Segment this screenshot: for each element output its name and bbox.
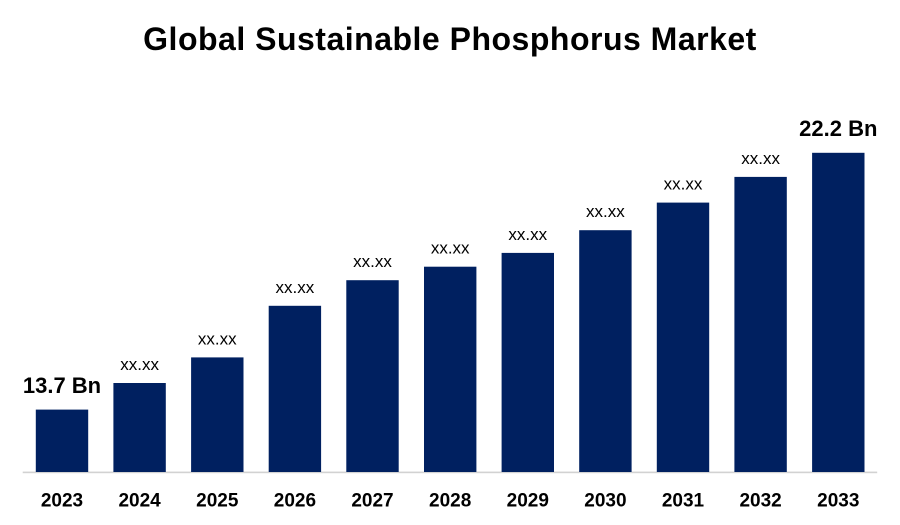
svg-text:xx.xx: xx.xx [353, 252, 392, 271]
svg-text:xx.xx: xx.xx [276, 278, 315, 297]
svg-text:Global Sustainable Phosphorus: Global Sustainable Phosphorus Market [143, 21, 757, 57]
svg-text:2032: 2032 [739, 491, 781, 512]
svg-text:2029: 2029 [507, 491, 549, 512]
svg-text:2028: 2028 [429, 491, 471, 512]
svg-text:xx.xx: xx.xx [586, 202, 625, 221]
svg-text:xx.xx: xx.xx [431, 239, 470, 258]
svg-text:xx.xx: xx.xx [508, 225, 547, 244]
svg-text:2023: 2023 [41, 491, 83, 512]
svg-text:2033: 2033 [817, 491, 859, 512]
svg-text:22.2 Bn: 22.2 Bn [799, 116, 877, 141]
svg-text:xx.xx: xx.xx [664, 175, 703, 194]
svg-text:2027: 2027 [351, 491, 393, 512]
svg-text:2031: 2031 [662, 491, 705, 512]
svg-text:2030: 2030 [584, 491, 626, 512]
svg-text:13.7 Bn: 13.7 Bn [23, 373, 101, 398]
svg-text:xx.xx: xx.xx [198, 329, 237, 348]
svg-text:2026: 2026 [274, 491, 316, 512]
svg-text:2025: 2025 [196, 491, 239, 512]
svg-text:xx.xx: xx.xx [120, 355, 159, 374]
svg-text:2024: 2024 [118, 491, 161, 512]
svg-text:xx.xx: xx.xx [741, 149, 780, 168]
